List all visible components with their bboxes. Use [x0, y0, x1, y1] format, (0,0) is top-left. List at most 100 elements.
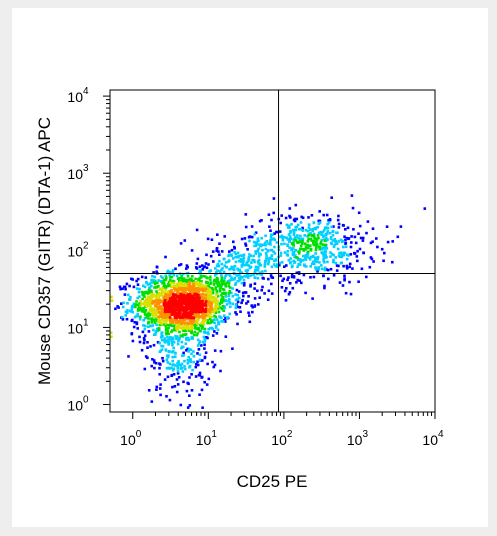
- event-dot: [209, 312, 212, 316]
- event-dot: [257, 243, 260, 246]
- event-dot: [168, 398, 172, 402]
- event-dot: [288, 246, 291, 249]
- event-dot: [128, 284, 131, 288]
- event-dot: [345, 264, 349, 268]
- event-dot: [175, 319, 179, 322]
- x-axis-title: CD25 PE: [237, 472, 308, 491]
- event-dot: [325, 247, 329, 250]
- event-dot: [109, 331, 113, 334]
- event-dot: [178, 286, 181, 290]
- event-dot: [334, 241, 338, 245]
- event-dot: [151, 313, 155, 317]
- event-dot: [171, 343, 174, 347]
- event-dot: [232, 240, 235, 244]
- event-dot: [341, 284, 345, 287]
- event-dot: [263, 261, 267, 265]
- event-dot: [173, 328, 176, 332]
- event-dot: [234, 293, 237, 296]
- event-dot: [225, 303, 229, 306]
- event-dot: [303, 264, 306, 268]
- event-dot: [330, 242, 333, 246]
- event-dot: [262, 243, 266, 247]
- event-dot: [201, 287, 205, 291]
- event-dot: [371, 227, 375, 230]
- event-dot: [138, 318, 142, 321]
- event-dot: [248, 239, 251, 243]
- event-dot: [153, 366, 156, 370]
- event-dot: [152, 343, 156, 347]
- event-dot: [303, 242, 307, 245]
- event-dot: [331, 230, 335, 233]
- event-dot: [215, 289, 219, 293]
- event-dot: [179, 242, 183, 245]
- event-dot: [365, 231, 368, 235]
- event-dot: [369, 256, 373, 259]
- event-dot: [299, 247, 303, 250]
- event-dot: [153, 361, 156, 364]
- event-dot: [288, 207, 292, 210]
- event-dot: [320, 233, 323, 236]
- event-dot: [126, 302, 129, 305]
- event-dot: [203, 315, 207, 318]
- event-dot: [196, 318, 200, 322]
- event-dot: [120, 302, 123, 305]
- event-dot: [195, 304, 199, 308]
- event-dot: [144, 276, 148, 279]
- event-dot: [154, 309, 157, 312]
- event-dot: [258, 263, 262, 266]
- event-dot: [139, 299, 142, 303]
- event-dot: [337, 226, 341, 229]
- event-dot: [173, 296, 176, 300]
- event-dot: [159, 307, 163, 310]
- event-dot: [170, 275, 174, 279]
- event-dot: [362, 251, 365, 255]
- event-dot: [190, 322, 193, 325]
- event-dot: [159, 393, 162, 397]
- event-dot: [209, 278, 212, 281]
- event-dot: [380, 247, 384, 251]
- event-dot: [187, 299, 190, 302]
- event-dot: [213, 278, 216, 282]
- event-dot: [251, 310, 254, 314]
- event-dot: [371, 240, 374, 243]
- event-dot: [176, 301, 180, 305]
- event-dot: [305, 254, 308, 257]
- event-dot: [316, 267, 319, 271]
- event-dot: [198, 310, 202, 314]
- event-dot: [156, 281, 159, 285]
- event-dot: [138, 335, 141, 339]
- event-dot: [369, 241, 373, 245]
- event-dot: [234, 255, 237, 259]
- event-dot: [296, 278, 299, 282]
- event-dot: [183, 291, 186, 295]
- event-dot: [307, 256, 311, 260]
- event-dot: [304, 265, 308, 268]
- event-dot: [175, 299, 178, 303]
- event-dot: [185, 267, 188, 270]
- event-dot: [263, 265, 267, 268]
- event-dot: [316, 257, 319, 261]
- event-dot: [206, 321, 210, 325]
- event-dot: [146, 283, 150, 286]
- event-dot: [143, 312, 147, 315]
- event-dot: [187, 350, 190, 353]
- event-dot: [142, 302, 145, 306]
- event-dot: [158, 373, 161, 376]
- event-dot: [286, 278, 289, 282]
- event-dot: [152, 307, 155, 311]
- event-dot: [184, 313, 188, 316]
- event-dot: [168, 310, 171, 314]
- event-dot: [132, 285, 136, 289]
- event-dot: [154, 299, 157, 303]
- event-dot: [150, 364, 153, 368]
- event-dot: [196, 360, 199, 364]
- event-dot: [181, 370, 185, 373]
- event-dot: [197, 303, 200, 306]
- event-dot: [236, 267, 239, 271]
- event-dot: [197, 290, 201, 293]
- event-dot: [180, 322, 184, 326]
- event-dot: [209, 254, 213, 258]
- event-dot: [161, 281, 164, 285]
- event-dot: [193, 292, 197, 296]
